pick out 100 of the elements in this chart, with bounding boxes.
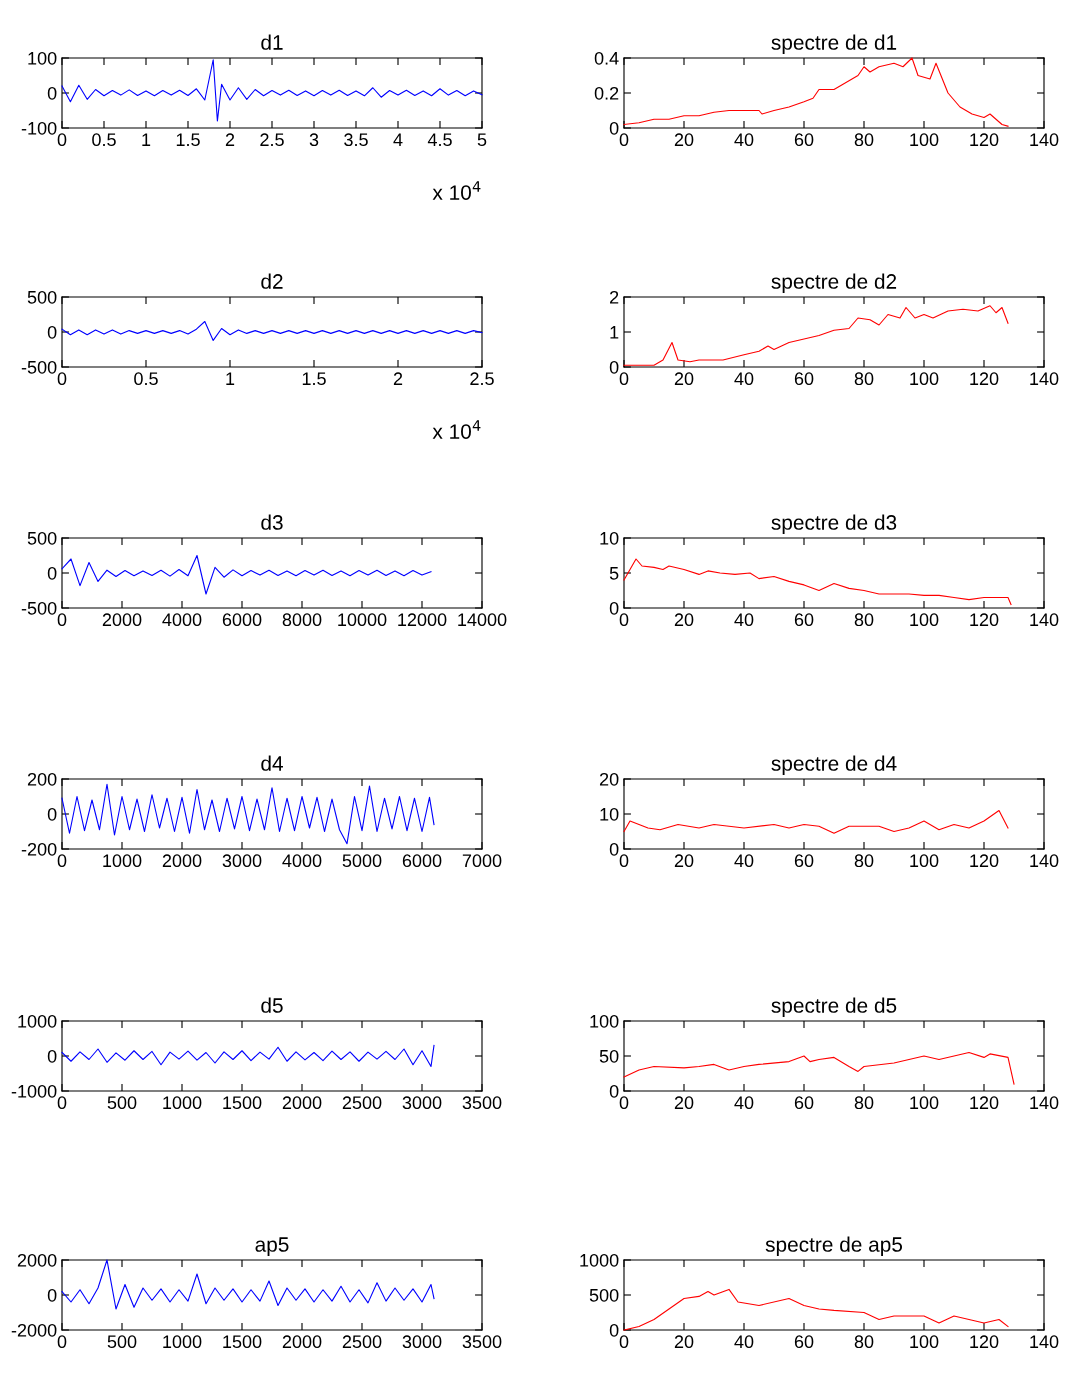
x-tick-label: 0 xyxy=(619,372,629,386)
chart-title: ap5 xyxy=(255,1237,289,1256)
line-series xyxy=(623,809,1009,834)
x-tick-label: 40 xyxy=(734,372,754,386)
x-tick-label: 20 xyxy=(674,854,694,868)
y-tick-label: 10 xyxy=(600,807,619,821)
x-tick-label: 2 xyxy=(225,133,235,146)
x-tick-label: 1.5 xyxy=(176,133,200,147)
y-tick-label: 0 xyxy=(609,842,619,856)
x-tick-label: 3500 xyxy=(462,1335,502,1349)
x-tick-label: 0 xyxy=(57,1096,67,1110)
y-tick-label: 0.2 xyxy=(594,86,619,100)
x-tick-label: 2500 xyxy=(342,1335,382,1349)
x-tick-label: 4 xyxy=(393,133,403,146)
x-tick-label: 60 xyxy=(794,372,814,386)
x-tick-label: 100 xyxy=(910,1335,939,1349)
x-tick-label: 140 xyxy=(1030,854,1059,868)
x-tick-label: 2.5 xyxy=(260,133,284,147)
x-tick-label: 40 xyxy=(734,133,754,147)
y-tick-label: 10 xyxy=(600,531,619,545)
x-tick-label: 0 xyxy=(57,854,67,868)
x-tick-label: 500 xyxy=(107,1096,137,1110)
x-tick-label: 5000 xyxy=(342,854,382,868)
y-tick-label: 2000 xyxy=(17,1253,57,1267)
y-tick-label: 0 xyxy=(47,566,57,580)
x-tick-label: 10000 xyxy=(338,613,387,627)
chart-title: spectre de d2 xyxy=(771,273,897,293)
text: x 10$^{4}$ xyxy=(432,420,481,439)
x-tick-label: 80 xyxy=(854,613,874,627)
x-tick-label: 60 xyxy=(794,854,814,868)
x-tick-label: 80 xyxy=(854,854,874,868)
x-tick-label: 1000 xyxy=(163,1096,202,1110)
x-tick-label: 100 xyxy=(910,372,939,386)
x-tick-label: 140 xyxy=(1030,1335,1059,1349)
x-tick-label: 1000 xyxy=(163,1335,202,1349)
x-tick-label: 20 xyxy=(674,1335,694,1349)
x-tick-label: 5 xyxy=(477,133,487,147)
x-tick-label: 80 xyxy=(854,133,874,147)
x-tick-label: 40 xyxy=(734,1335,754,1349)
x-tick-label: 20 xyxy=(674,372,694,386)
x-tick-label: 0 xyxy=(57,613,67,627)
x-tick-label: 0 xyxy=(619,1096,629,1110)
y-tick-label: -1000 xyxy=(11,1084,57,1098)
chart-title: d5 xyxy=(261,997,283,1013)
line-series xyxy=(61,320,483,341)
y-tick-label: 0 xyxy=(609,360,619,374)
line-series xyxy=(623,305,1009,366)
x-tick-label: 6000 xyxy=(222,613,262,627)
y-tick-label: 0 xyxy=(47,807,57,821)
y-tick-label: 0 xyxy=(47,86,57,100)
x-tick-label: 500 xyxy=(107,1335,137,1349)
x-tick-label: 1.5 xyxy=(302,372,326,386)
line-series xyxy=(61,1259,435,1310)
x-tick-label: 7000 xyxy=(462,854,502,868)
chart-title: spectre de d1 xyxy=(771,34,897,54)
x-tick-label: 40 xyxy=(734,854,754,868)
x-tick-label: 3.5 xyxy=(344,133,368,147)
chart-title: spectre de d5 xyxy=(771,997,897,1017)
chart-title: d3 xyxy=(261,514,283,530)
x-tick-label: 0 xyxy=(619,133,629,147)
x-tick-label: 20 xyxy=(674,133,694,147)
x-tick-label: 20 xyxy=(674,613,694,627)
y-tick-label: -100 xyxy=(21,121,57,135)
x-tick-label: 140 xyxy=(1030,133,1059,147)
x-tick-label: 3500 xyxy=(462,1096,502,1110)
x-tick-label: 0.5 xyxy=(134,372,158,386)
x-tick-label: 60 xyxy=(794,1096,814,1110)
x-tick-label: 140 xyxy=(1030,372,1059,386)
y-tick-label: 100 xyxy=(28,51,57,65)
y-tick-label: -200 xyxy=(21,842,57,856)
line-series xyxy=(61,554,432,595)
y-tick-label: -2000 xyxy=(11,1323,57,1337)
line-series xyxy=(623,1288,1009,1331)
chart-title: d1 xyxy=(261,34,283,50)
y-tick-label: 100 xyxy=(590,1014,619,1028)
y-tick-label: 500 xyxy=(27,531,57,545)
x-tick-label: 14000 xyxy=(458,613,507,627)
x-tick-label: 80 xyxy=(854,1096,874,1110)
chart-title: spectre de ap5 xyxy=(765,1236,903,1256)
x-tick-label: 2.5 xyxy=(470,372,494,386)
x-tick-label: 80 xyxy=(854,1335,874,1349)
x-tick-label: 8000 xyxy=(282,613,322,627)
y-tick-label: 0 xyxy=(609,1084,619,1098)
line-series xyxy=(623,57,1009,127)
x-tick-label: 1500 xyxy=(223,1335,262,1349)
x-tick-label: 100 xyxy=(910,133,939,147)
y-tick-label: 200 xyxy=(27,772,57,786)
x-tick-label: 1 xyxy=(142,133,151,146)
x-tick-label: 100 xyxy=(910,1096,939,1110)
x-tick-label: 80 xyxy=(854,372,874,386)
y-tick-label: 0 xyxy=(609,121,619,135)
x-tick-label: 1500 xyxy=(223,1096,262,1110)
x-tick-label: 0.5 xyxy=(92,133,116,147)
y-tick-label: 0 xyxy=(47,1288,57,1302)
x-tick-label: 3000 xyxy=(222,854,262,868)
x-tick-label: 120 xyxy=(970,613,999,627)
y-tick-label: 50 xyxy=(599,1049,619,1063)
y-tick-label: 0 xyxy=(47,1049,57,1063)
x-tick-label: 140 xyxy=(1030,1096,1059,1110)
y-tick-label: 1000 xyxy=(18,1014,57,1028)
